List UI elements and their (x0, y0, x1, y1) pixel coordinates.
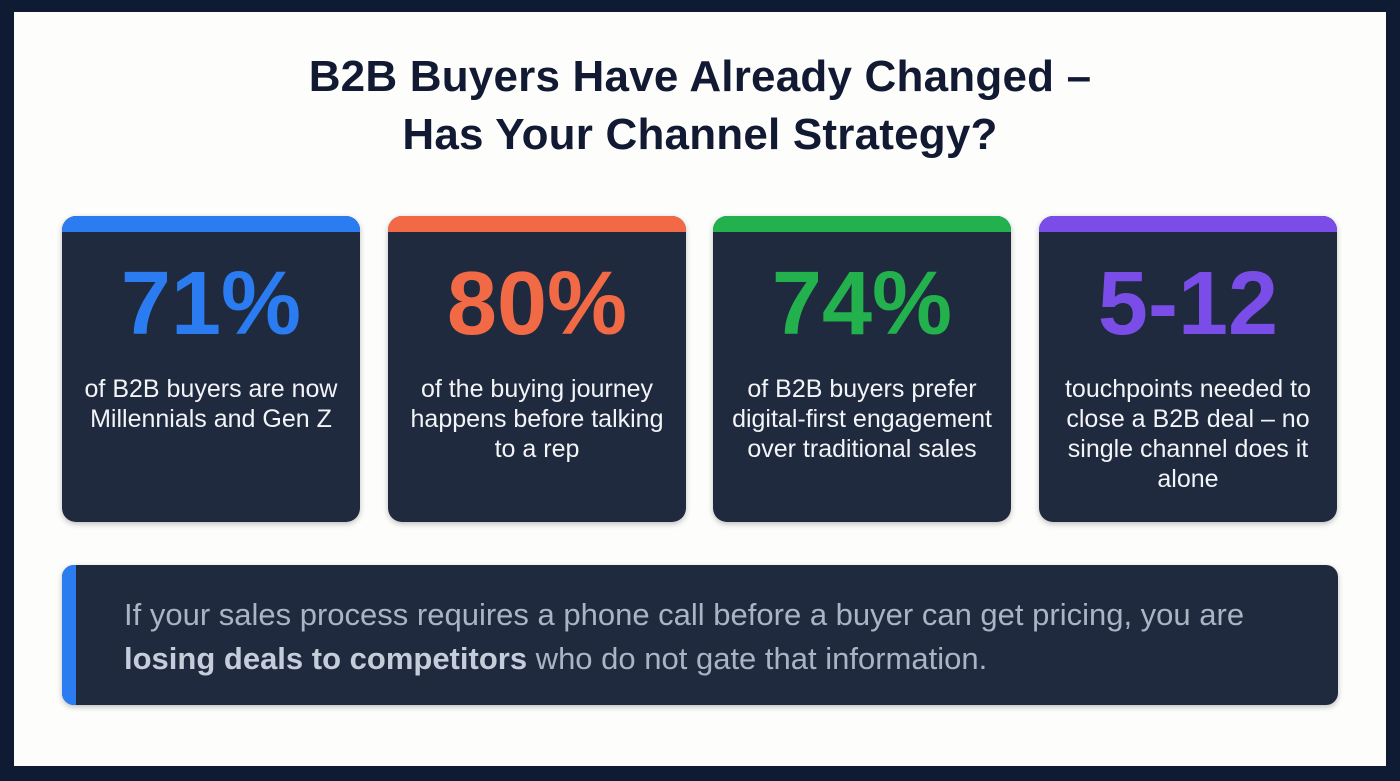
stat-description: touchpoints needed to close a B2B deal –… (1064, 375, 1312, 493)
stat-value: 80% (446, 254, 628, 354)
stat-value: 5-12 (1097, 254, 1279, 354)
card-accent-strip (62, 216, 360, 232)
card-accent-strip (1039, 216, 1337, 232)
page-title: B2B Buyers Have Already Changed – Has Yo… (0, 48, 1400, 164)
card-accent-strip (713, 216, 1011, 232)
callout-box: If your sales process requires a phone c… (62, 565, 1338, 705)
stat-value: 71% (120, 254, 302, 354)
callout-text-part1: If your sales process requires a phone c… (124, 597, 1245, 632)
stat-description: of B2B buyers are now Millennials and Ge… (84, 375, 338, 433)
stat-description: of the buying journey happens before tal… (410, 375, 664, 463)
card-accent-strip (388, 216, 686, 232)
stat-card-buying-journey: 80% of the buying journey happens before… (388, 216, 686, 522)
callout-accent-bar (62, 565, 76, 705)
stat-description: of B2B buyers prefer digital-first engag… (732, 375, 992, 463)
callout-text: If your sales process requires a phone c… (124, 593, 1324, 681)
stat-card-digital-first: 74% of B2B buyers prefer digital-first e… (713, 216, 1011, 522)
title-line-1: B2B Buyers Have Already Changed – (308, 52, 1092, 101)
stat-card-millennials: 71% of B2B buyers are now Millennials an… (62, 216, 360, 522)
stat-value: 74% (771, 254, 953, 354)
title-line-2: Has Your Channel Strategy? (402, 110, 998, 159)
callout-emphasis: losing deals to competitors (124, 641, 528, 676)
stat-card-touchpoints: 5-12 touchpoints needed to close a B2B d… (1039, 216, 1337, 522)
callout-text-part2: who do not gate that information. (527, 641, 988, 676)
